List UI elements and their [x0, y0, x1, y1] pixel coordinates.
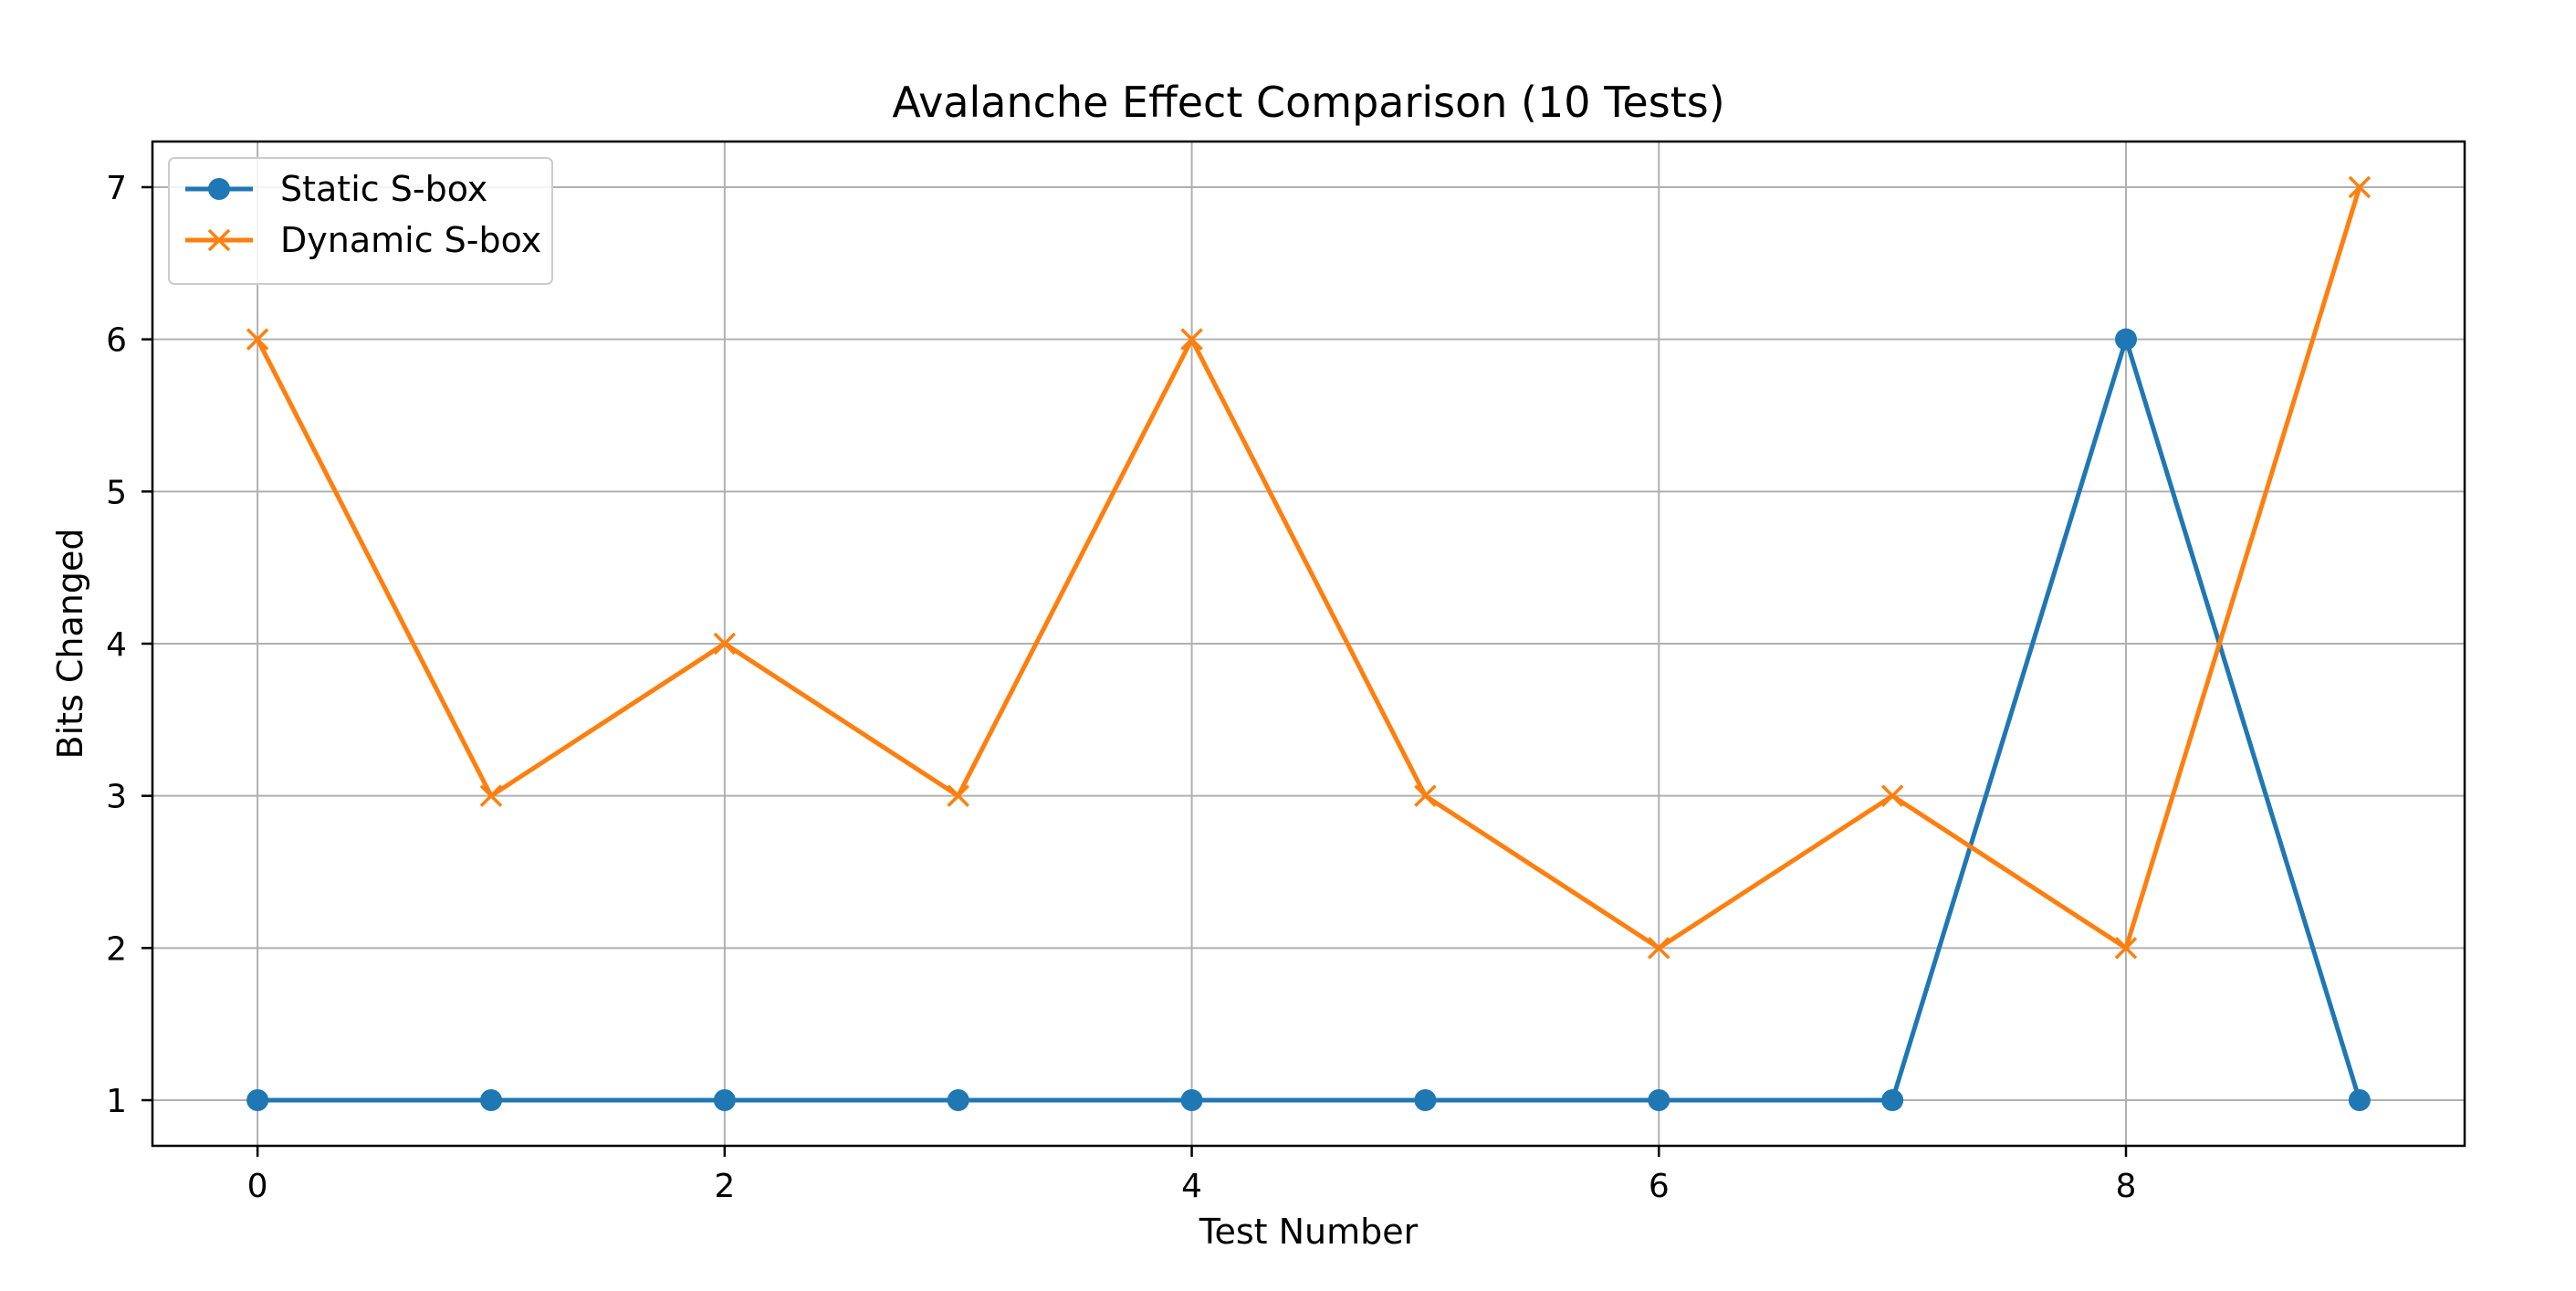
x-tick-label: 2 — [714, 1168, 735, 1205]
data-point-dynamic-s-box — [479, 784, 503, 807]
data-point-dynamic-s-box — [2348, 175, 2372, 199]
y-tick-label: 1 — [106, 1083, 127, 1120]
grid-lines — [152, 142, 2465, 1146]
data-point-static-s-box — [2115, 328, 2138, 351]
series-static-s-box — [246, 328, 2371, 1111]
series-line-static-s-box — [257, 337, 2362, 1103]
y-axis-label: Bits Changed — [50, 528, 90, 759]
data-point-static-s-box — [1180, 1089, 1203, 1111]
legend-label: Dynamic S-box — [280, 220, 541, 260]
data-point-static-s-box — [246, 1089, 269, 1111]
data-point-static-s-box — [1414, 1089, 1437, 1111]
legend-swatch-marker — [207, 228, 231, 252]
data-point-dynamic-s-box — [947, 784, 969, 807]
y-tick-label: 6 — [106, 322, 127, 360]
x-axis-label: Test Number — [1199, 1212, 1419, 1252]
series-dynamic-s-box — [246, 175, 2372, 960]
data-point-dynamic-s-box — [1180, 328, 1203, 351]
y-tick-label: 7 — [106, 170, 127, 207]
y-tick-label: 4 — [106, 626, 127, 664]
legend-box — [168, 157, 553, 285]
data-point-static-s-box — [479, 1089, 502, 1111]
data-point-static-s-box — [947, 1089, 969, 1111]
data-point-dynamic-s-box — [1648, 937, 1670, 960]
chart-title: Avalanche Effect Comparison (10 Tests) — [892, 78, 1724, 127]
legend-label: Static S-box — [280, 169, 487, 209]
legend: Static S-box Dynamic S-box — [168, 157, 553, 285]
x-tick-label: 4 — [1181, 1168, 1202, 1205]
y-tick-label: 2 — [106, 930, 127, 968]
data-point-static-s-box — [1881, 1089, 1904, 1111]
series-line-dynamic-s-box — [255, 186, 2362, 950]
axis-ticks: 0 2 4 6 8 1 2 3 4 5 6 7 — [106, 170, 2136, 1205]
data-point-dynamic-s-box — [1414, 784, 1437, 807]
x-tick-label: 8 — [2116, 1168, 2137, 1205]
data-point-dynamic-s-box — [1880, 784, 1904, 807]
series-layer — [246, 175, 2372, 1111]
data-point-static-s-box — [2348, 1089, 2371, 1111]
legend-item-dynamic-s-box: Dynamic S-box — [185, 220, 541, 260]
legend-item-static-s-box: Static S-box — [185, 169, 487, 209]
data-point-dynamic-s-box — [2114, 937, 2138, 960]
x-tick-label: 0 — [247, 1168, 268, 1205]
data-point-dynamic-s-box — [246, 328, 269, 351]
legend-swatch-marker — [208, 178, 230, 200]
x-tick-label: 6 — [1649, 1168, 1670, 1205]
data-point-static-s-box — [713, 1089, 736, 1111]
data-point-dynamic-s-box — [713, 632, 737, 656]
y-tick-label: 3 — [106, 779, 127, 816]
y-tick-label: 5 — [106, 474, 127, 511]
data-point-static-s-box — [1648, 1089, 1670, 1111]
